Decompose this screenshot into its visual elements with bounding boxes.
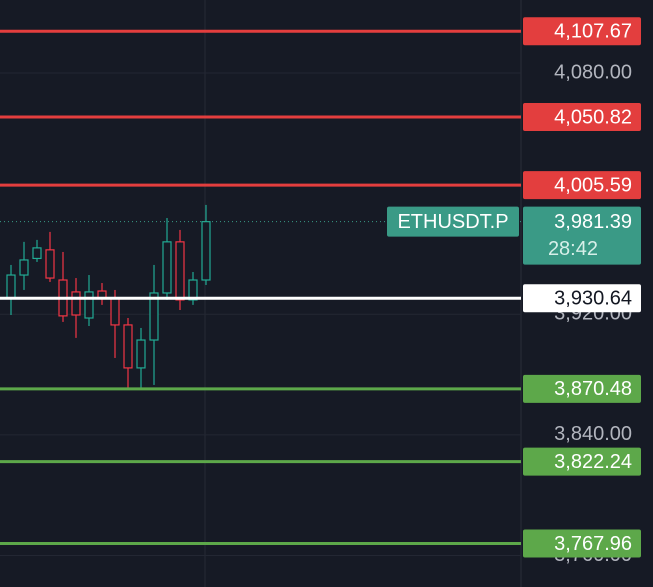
- price-label: 3,767.96: [554, 533, 632, 555]
- y-tick-label: 4,080.00: [554, 61, 632, 83]
- price-label: 3,870.48: [554, 378, 632, 400]
- price-label: 4,005.59: [554, 174, 632, 196]
- candle-body: [149, 292, 159, 341]
- candle-body: [84, 291, 94, 319]
- candle-body: [201, 221, 211, 281]
- price-label: 4,050.82: [554, 106, 632, 128]
- symbol-box: [387, 206, 519, 237]
- candle-body: [123, 324, 133, 369]
- candle-body: [71, 291, 81, 316]
- price-label-box: [523, 447, 641, 476]
- price-label-box: [523, 284, 641, 313]
- price-label-box: [523, 17, 641, 46]
- candle-body: [162, 241, 172, 294]
- price-label: 4,107.67: [554, 21, 632, 43]
- price-label-box: [523, 374, 641, 403]
- candle-body: [175, 241, 185, 301]
- symbol-label: ETHUSDT.P: [397, 211, 508, 233]
- candle-body: [110, 297, 120, 326]
- candle-body: [32, 247, 42, 260]
- candle-body: [188, 279, 198, 301]
- price-label: 3,930.64: [554, 287, 632, 309]
- y-tick-label: 3,840.00: [554, 423, 632, 445]
- candle-body: [6, 274, 16, 299]
- last-price-label: 3,981.39: [554, 211, 632, 233]
- candle-body: [19, 259, 29, 276]
- price-label-box: [523, 529, 641, 558]
- last-price-box: [523, 206, 641, 265]
- price-label: 3,822.24: [554, 451, 632, 473]
- candle-body: [136, 339, 146, 369]
- price-label-box: [523, 102, 641, 131]
- countdown-label: 28:42: [548, 238, 598, 260]
- candle-body: [45, 249, 55, 279]
- price-label-box: [523, 171, 641, 200]
